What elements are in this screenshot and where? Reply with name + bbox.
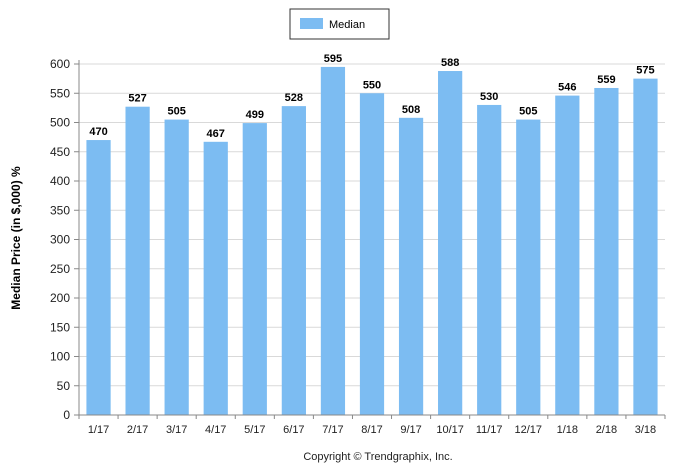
axis-layer [74,60,666,419]
x-tick-label: 8/17 [361,424,382,436]
legend: Median [289,8,390,40]
bar-11-17 [477,104,502,415]
bar-7-17 [320,66,346,416]
bar-12-17 [516,119,541,415]
bar-2-18 [594,87,619,416]
bar-4-17 [203,141,228,415]
x-tick-label: 6/17 [283,424,304,436]
y-tick-label: 150 [50,320,70,334]
x-tick-label: 2/17 [127,424,148,436]
bar-10-17 [438,71,463,416]
data-label: 470 [89,126,107,138]
legend-label: Median [329,19,365,31]
data-label: 467 [207,128,225,140]
labels-layer: 0 50 100 150 200 250 300 350 400 450 500 550 600 470 1… [50,53,656,436]
x-tick-label: 5/17 [244,424,265,436]
data-label: 505 [167,106,185,118]
data-label: 575 [636,65,654,77]
data-label: 527 [128,93,146,105]
y-tick-label: 450 [50,145,70,159]
y-tick-label: 250 [50,262,70,276]
data-label: 546 [558,82,576,94]
bar-2-17 [125,106,150,415]
y-tick-label: 400 [50,174,70,188]
data-label: 508 [402,104,420,116]
x-tick-label: 11/17 [476,424,503,436]
y-tick-label: 0 [63,408,70,422]
x-tick-label: 10/17 [436,424,464,436]
bar-8-17 [359,93,385,415]
bar-1-18 [555,95,580,415]
x-tick-label: 3/18 [635,424,656,436]
copyright-text: Copyright © Trendgraphix, Inc. [303,451,452,463]
legend-swatch [300,18,323,29]
data-label: 550 [363,79,381,91]
x-tick-label: 7/17 [322,424,343,436]
y-tick-label: 300 [50,233,70,247]
data-label: 499 [246,109,264,121]
y-tick-label: 100 [50,350,70,364]
bar-5-17 [242,123,267,416]
y-tick-label: 500 [50,116,70,130]
bar-6-17 [281,106,306,416]
data-label: 528 [285,92,303,104]
y-axis-label: Median Price (in $,000) % [9,166,23,310]
data-label: 559 [597,74,615,86]
y-tick-label: 50 [57,379,71,393]
x-tick-label: 9/17 [400,424,421,436]
bar-3-17 [164,119,189,415]
y-tick-label: 350 [50,203,70,217]
data-label: 595 [324,53,342,65]
bar-1-17 [86,140,111,416]
y-tick-label: 600 [50,57,70,71]
bar-3-18 [633,78,658,415]
x-tick-label: 2/18 [596,424,617,436]
x-tick-label: 12/17 [515,424,543,436]
data-label: 505 [519,106,537,118]
y-tick-label: 200 [50,291,70,305]
x-tick-label: 4/17 [205,424,226,436]
x-tick-label: 3/17 [166,424,187,436]
x-tick-label: 1/18 [557,424,578,436]
bars-layer [86,66,658,416]
x-tick-label: 1/17 [88,424,109,436]
y-tick-label: 550 [50,86,70,100]
bar-9-17 [398,117,424,415]
data-label: 588 [441,57,459,69]
data-label: 530 [480,91,498,103]
